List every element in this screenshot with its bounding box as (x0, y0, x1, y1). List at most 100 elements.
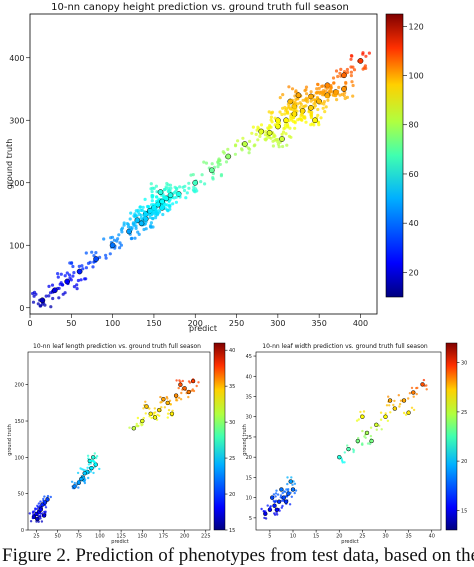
scatter-point (130, 227, 134, 231)
scatter-point (140, 208, 144, 212)
scatter-point (296, 102, 300, 106)
scatter-point (300, 112, 304, 116)
scatter-point (367, 51, 371, 55)
scatter-point (272, 135, 276, 139)
scatter-point (94, 251, 98, 255)
scatter-point (290, 487, 296, 492)
scatter-point (369, 438, 374, 444)
scatter-point (178, 382, 183, 387)
scatter-point (86, 454, 90, 457)
scatter-point (154, 207, 158, 211)
scatter-point (76, 471, 80, 475)
scatter-point (331, 76, 336, 80)
y-axis-ticks: 5 10 15 20 25 30 35 40 45 (246, 354, 256, 522)
scatter-point (178, 193, 182, 197)
scatter-point (128, 217, 132, 221)
scatter-point (389, 411, 392, 414)
colorbar-tick-label: 15 (229, 528, 235, 534)
scatter-point (275, 489, 278, 492)
scatter-point (364, 430, 370, 436)
scatter-point (180, 391, 183, 395)
scatter-point (293, 126, 297, 130)
scatter-point (150, 203, 154, 207)
scatter-point (169, 403, 172, 406)
x-tick-label: 25 (33, 534, 39, 540)
scatter-point (226, 147, 230, 151)
scatter-point (51, 296, 55, 301)
x-tick-label: 300 (270, 319, 285, 328)
scatter-point (61, 292, 65, 296)
scatter-point (186, 389, 192, 395)
scatter-point (260, 507, 263, 511)
scatter-point (288, 126, 292, 130)
scatter-point (31, 516, 35, 520)
scatter-point (284, 132, 288, 136)
scatter-point (270, 120, 274, 124)
scatter-point (298, 117, 303, 121)
scatter-point (293, 482, 297, 485)
leaf-length-chart: 10-nn leaf length prediction vs. ground … (7, 342, 235, 545)
scatter-point (316, 82, 320, 86)
scatter-point (177, 386, 180, 390)
scatter-point (216, 162, 221, 166)
scatter-point (45, 497, 50, 502)
scatter-point (310, 122, 314, 126)
scatter-point (142, 227, 146, 232)
scatter-point (219, 174, 223, 178)
scatter-point (271, 144, 275, 148)
scatter-point (298, 105, 302, 109)
scatter-point (337, 85, 341, 89)
scatter-point (182, 386, 187, 391)
scatter-point (126, 223, 130, 227)
scatter-point (360, 414, 365, 419)
scatter-point (75, 283, 79, 287)
scatter-point (338, 93, 342, 97)
scatter-point (270, 495, 275, 500)
scatter-point (162, 202, 166, 206)
scatter-point (233, 152, 237, 156)
scatter-point (324, 89, 328, 93)
scatter-point (184, 196, 188, 200)
scatter-point (139, 213, 143, 217)
scatter-point (285, 143, 289, 147)
scatter-point (307, 95, 312, 99)
x-axis-label: predict (111, 539, 129, 545)
scatter-point (112, 238, 116, 242)
scatter-point (34, 508, 37, 511)
scatter-point (179, 398, 183, 401)
scatter-point (281, 93, 285, 97)
scatter-point (72, 285, 76, 289)
scatter-point (141, 205, 145, 209)
scatter-point (393, 399, 396, 403)
scatter-point (268, 506, 272, 509)
scatter-point (346, 444, 349, 447)
scatter-point (82, 476, 86, 479)
colorbar (445, 342, 458, 531)
x-tick-label: 20 (336, 534, 342, 540)
scatter-point (264, 130, 268, 134)
scatter-point (174, 200, 178, 204)
scatter-point (401, 398, 407, 403)
scatter-point (319, 116, 323, 120)
scatter-point (87, 476, 90, 480)
scatter-point (149, 221, 153, 225)
scatter-point (91, 265, 95, 269)
scatter-point (117, 233, 121, 237)
scatter-point (39, 297, 46, 304)
scatter-point (36, 302, 40, 306)
scatter-point (326, 98, 330, 102)
x-tick-label: 225 (201, 534, 211, 540)
scatter-point (109, 242, 116, 249)
scatter-point (292, 480, 295, 483)
scatter-point (156, 202, 160, 206)
scatter-point (342, 94, 346, 98)
scatter-point (369, 426, 373, 429)
scatter-point (57, 296, 61, 300)
scatter-point (343, 461, 346, 464)
scatter-point (178, 185, 182, 189)
scatter-point (279, 487, 284, 492)
canopy-height-chart: 10-nn canopy height prediction vs. groun… (5, 2, 424, 333)
scatter-point (165, 400, 170, 406)
scatter-point (166, 416, 169, 419)
colorbar-ticks: 15 20 25 30 (457, 361, 467, 514)
